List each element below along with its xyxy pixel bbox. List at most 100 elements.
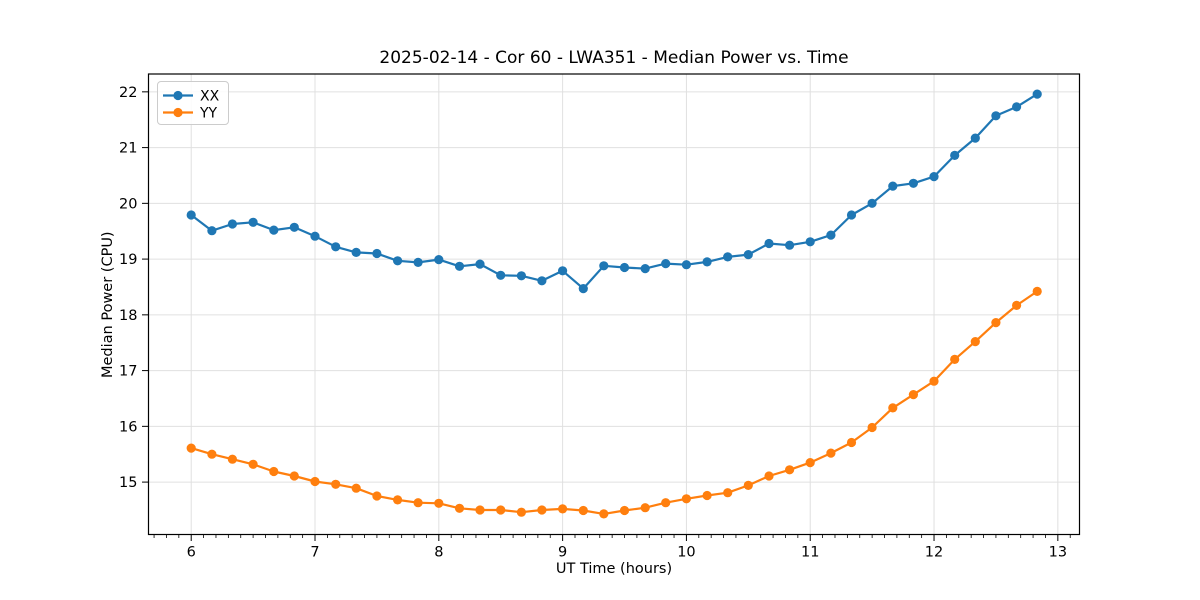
data-point [599,261,609,271]
data-point [289,222,299,232]
data-point [393,256,403,266]
y-tick-label: 21 [119,141,137,157]
series-yy [186,286,1042,519]
data-point [723,252,733,262]
data-point [496,505,506,515]
legend-label: XX [200,89,220,105]
data-point [1012,300,1022,310]
data-point [805,458,815,468]
data-point [867,198,877,208]
x-tick-label: 12 [925,545,943,561]
data-point [846,210,857,220]
data-point [950,354,960,364]
data-point [888,181,898,191]
data-point [269,466,279,477]
x-tick-label: 11 [801,545,819,561]
data-point [908,390,919,400]
data-point [1032,286,1042,296]
data-point [393,495,403,505]
data-point [537,276,547,286]
x-tick-label: 6 [187,545,196,561]
data-point [640,264,650,274]
legend-item-yy: YY [163,106,218,122]
x-tick-label: 10 [677,545,695,561]
data-point [454,503,465,513]
data-point [785,465,795,475]
y-tick-label: 22 [119,85,137,101]
data-point [619,262,630,273]
y-axis-label: Median Power (CPU) [100,231,116,378]
legend-item-xx: XX [163,89,220,105]
data-point [351,483,361,493]
data-point [950,150,960,160]
data-point [578,505,588,516]
data-point [681,494,692,504]
data-point [764,238,774,249]
x-tick-label: 13 [1049,545,1067,561]
data-point [867,422,877,433]
data-point [413,257,423,267]
data-point [351,247,361,257]
data-point [413,498,423,508]
data-point [681,260,692,270]
data-point [991,111,1001,121]
data-point [578,284,588,294]
y-tick-label: 17 [119,364,137,380]
y-tick-label: 16 [119,419,137,435]
data-point [186,210,196,220]
data-point [310,476,320,487]
y-tick-label: 15 [119,475,137,491]
data-point [516,271,527,281]
data-point [888,403,898,413]
data-point [970,337,980,347]
data-point [331,479,341,489]
data-point [929,172,939,182]
data-point [558,266,568,276]
chart-title: 2025-02-14 - Cor 60 - LWA351 - Median Po… [379,48,849,68]
data-point [846,437,857,448]
data-point [434,498,444,508]
data-point [929,376,939,386]
legend-label: YY [199,106,218,122]
data-point [1032,89,1042,99]
data-point [248,217,258,227]
data-point [702,257,712,267]
data-point [537,505,547,515]
data-point [248,459,258,469]
data-point [764,471,774,481]
data-point [619,505,630,516]
data-point [207,226,217,236]
grid [148,74,1080,535]
data-point [289,471,299,481]
x-tick-label: 8 [434,545,443,561]
data-point [826,448,836,458]
legend-marker [173,107,183,118]
data-point [826,230,836,240]
data-point [558,504,568,514]
data-point [434,255,444,265]
data-point [186,443,196,453]
data-point [702,490,712,501]
data-point [496,270,506,280]
x-tick-label: 9 [558,545,567,561]
y-tick-label: 18 [119,308,137,324]
y-tick-label: 19 [119,252,137,268]
x-axis-label: UT Time (hours) [555,561,673,577]
data-point [743,480,753,490]
series-xx [186,89,1042,294]
data-point [454,261,465,271]
data-point [475,259,485,269]
data-point [227,219,237,229]
data-point [269,225,279,235]
data-point [805,237,815,247]
data-point [785,240,795,250]
data-point [599,509,609,519]
data-point [640,503,650,513]
data-point [516,507,527,517]
x-axis: 6 7 8 9 10 11 12 13 [187,534,1067,561]
data-point [475,505,485,515]
data-point [372,491,382,501]
data-point [743,250,753,260]
